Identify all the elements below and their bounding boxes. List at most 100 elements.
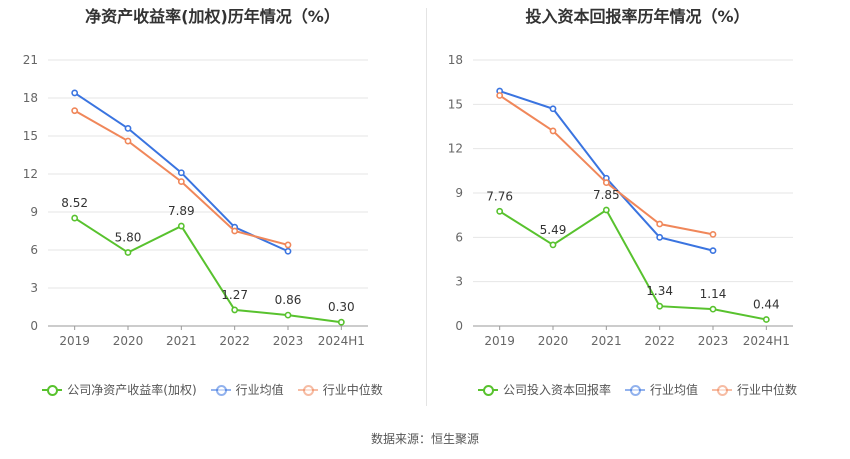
series-line bbox=[499, 208, 767, 321]
y-tick-label: 15 bbox=[23, 129, 38, 143]
legend-label: 公司投入资本回报率 bbox=[502, 383, 611, 397]
data-label: 7.76 bbox=[486, 189, 513, 203]
x-tick-label: 2024H1 bbox=[318, 334, 365, 348]
chart-title: 投入资本回报率历年情况（%） bbox=[525, 7, 750, 26]
data-point bbox=[709, 247, 717, 255]
y-tick-label: 12 bbox=[448, 142, 463, 156]
x-tick-label: 2020 bbox=[538, 334, 569, 348]
legend-item[interactable]: 行业中位数 bbox=[712, 381, 797, 398]
data-point bbox=[656, 302, 664, 310]
data-point bbox=[496, 207, 504, 215]
data-point bbox=[549, 127, 557, 135]
data-point bbox=[709, 305, 717, 313]
data-point bbox=[284, 311, 292, 319]
data-label: 1.34 bbox=[646, 284, 673, 298]
legend-item[interactable]: 行业均值 bbox=[624, 381, 698, 398]
y-tick-label: 3 bbox=[30, 281, 38, 295]
data-point bbox=[549, 105, 557, 113]
legend-item[interactable]: 公司投入资本回报率 bbox=[477, 381, 611, 398]
y-tick-label: 6 bbox=[30, 243, 38, 257]
data-point bbox=[656, 233, 664, 241]
legend-marker-dot bbox=[717, 384, 728, 396]
x-tick-label: 2023 bbox=[698, 334, 729, 348]
panel-divider bbox=[426, 8, 427, 406]
data-label: 0.86 bbox=[275, 293, 302, 307]
legend-marker-dot bbox=[215, 384, 227, 396]
x-tick-label: 2021 bbox=[591, 334, 622, 348]
legend-marker bbox=[210, 384, 231, 396]
y-tick-label: 15 bbox=[448, 97, 463, 111]
data-point bbox=[762, 316, 770, 323]
data-point bbox=[549, 241, 557, 249]
roic-chart: 投入资本回报率历年情况（%） 0 3 6 9 12 15 18 2019 2020 2021 202… bbox=[425, 0, 850, 420]
data-label: 8.52 bbox=[61, 196, 88, 210]
legend: 公司净资产收益率(加权) 行业均值 行业中位数 bbox=[0, 381, 425, 398]
x-tick-label: 2020 bbox=[113, 334, 144, 348]
data-point bbox=[124, 137, 132, 145]
y-tick-label: 0 bbox=[30, 319, 38, 333]
y-tick-label: 9 bbox=[30, 205, 38, 219]
data-point bbox=[709, 230, 717, 238]
y-tick-label: 18 bbox=[448, 53, 463, 67]
legend-label: 行业中位数 bbox=[322, 383, 383, 397]
data-point bbox=[231, 227, 239, 235]
x-tick-label: 2019 bbox=[59, 334, 90, 348]
data-point bbox=[656, 220, 664, 228]
data-label: 7.89 bbox=[168, 204, 195, 218]
legend: 公司投入资本回报率 行业均值 行业中位数 bbox=[425, 381, 850, 398]
legend-item[interactable]: 公司净资产收益率(加权) bbox=[42, 381, 197, 398]
x-tick-label: 2022 bbox=[644, 334, 675, 348]
legend-label: 行业均值 bbox=[649, 383, 698, 397]
data-point bbox=[284, 241, 292, 249]
data-point bbox=[177, 178, 185, 185]
legend-marker-dot bbox=[629, 384, 641, 396]
data-point bbox=[177, 169, 185, 177]
legend-marker bbox=[712, 384, 732, 396]
x-tick-label: 2024H1 bbox=[743, 334, 790, 348]
roe-chart: 净资产收益率(加权)历年情况（%） 0 3 6 9 12 15 18 21 2019 2020 20… bbox=[0, 0, 425, 420]
y-tick-label: 6 bbox=[455, 230, 463, 244]
data-point bbox=[602, 206, 610, 214]
data-point bbox=[284, 247, 292, 255]
data-point bbox=[602, 179, 610, 187]
data-point bbox=[124, 249, 132, 256]
data-point bbox=[71, 214, 79, 222]
data-point bbox=[177, 222, 185, 230]
legend-marker bbox=[297, 384, 318, 396]
legend-marker-dot bbox=[302, 384, 314, 396]
data-label: 5.49 bbox=[540, 223, 567, 237]
data-label: 0.30 bbox=[328, 300, 355, 314]
legend-label: 行业中位数 bbox=[737, 383, 798, 397]
x-tick-label: 2022 bbox=[219, 334, 250, 348]
data-label: 1.27 bbox=[221, 288, 248, 302]
data-label: 7.85 bbox=[593, 188, 620, 202]
data-point bbox=[496, 92, 504, 99]
data-label: 0.44 bbox=[753, 297, 780, 311]
roic-plot: 0 3 6 9 12 15 18 2019 2020 2021 2022 2023 2024H1 7.76… bbox=[448, 53, 793, 348]
legend-marker bbox=[42, 384, 63, 396]
data-point bbox=[337, 318, 345, 326]
data-point bbox=[124, 124, 132, 132]
series-line bbox=[499, 90, 714, 252]
y-tick-label: 3 bbox=[455, 275, 463, 289]
x-tick-label: 2023 bbox=[273, 334, 304, 348]
y-tick-label: 18 bbox=[23, 91, 38, 105]
data-point bbox=[231, 306, 239, 314]
data-label: 1.14 bbox=[700, 287, 727, 301]
roe-plot: 0 3 6 9 12 15 18 21 2019 2020 2021 2022 2023 2024H1 8.… bbox=[23, 53, 368, 348]
source-note: 数据来源：恒生聚源 bbox=[370, 432, 479, 446]
legend-label: 行业均值 bbox=[235, 383, 284, 397]
x-tick-label: 2019 bbox=[484, 334, 515, 348]
x-tick-label: 2021 bbox=[166, 334, 197, 348]
legend-marker-dot bbox=[47, 384, 59, 396]
y-tick-label: 21 bbox=[23, 53, 38, 67]
legend-label: 公司净资产收益率(加权) bbox=[67, 383, 197, 397]
legend-item[interactable]: 行业均值 bbox=[210, 381, 284, 398]
legend-marker-dot bbox=[482, 384, 494, 396]
legend-item[interactable]: 行业中位数 bbox=[297, 381, 383, 398]
data-point bbox=[71, 107, 79, 115]
series-line bbox=[499, 94, 714, 236]
series-line bbox=[74, 217, 342, 324]
y-tick-label: 0 bbox=[455, 319, 463, 333]
legend-marker bbox=[477, 384, 498, 396]
